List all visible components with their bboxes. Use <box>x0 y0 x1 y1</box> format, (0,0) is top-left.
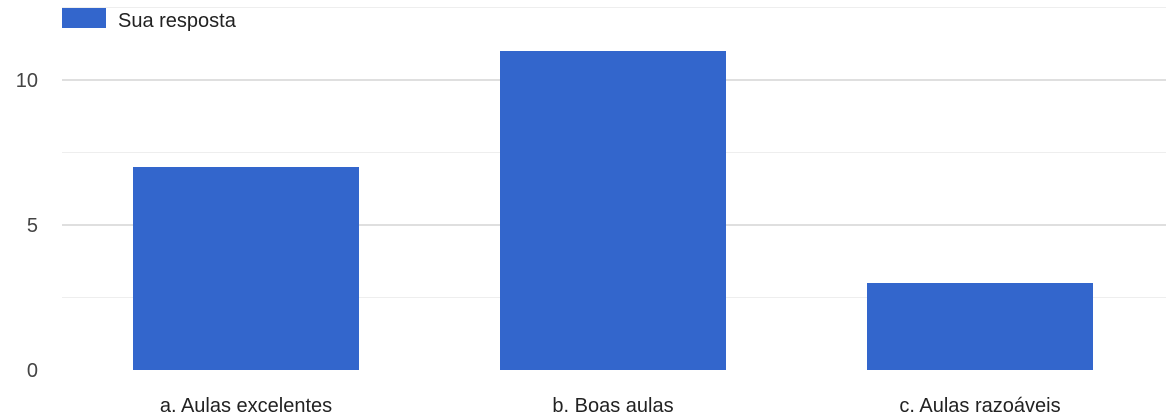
y-tick-label: 5 <box>27 215 38 237</box>
bar[interactable] <box>133 167 359 370</box>
bar[interactable] <box>500 51 726 370</box>
y-tick-label: 0 <box>27 360 38 382</box>
y-axis-ticks: 0 5 10 <box>16 70 38 382</box>
legend-label: Sua resposta <box>118 10 237 32</box>
x-category-label: a. Aulas excelentes <box>160 395 332 417</box>
bars-group <box>133 51 1093 370</box>
legend-swatch <box>62 8 106 28</box>
x-category-label: c. Aulas razoáveis <box>899 395 1060 417</box>
bar[interactable] <box>867 283 1093 370</box>
x-category-label: b. Boas aulas <box>552 395 673 417</box>
legend[interactable]: Sua resposta <box>62 8 237 32</box>
x-axis-labels: a. Aulas excelentes b. Boas aulas c. Aulas… <box>160 395 1061 417</box>
y-tick-label: 10 <box>16 70 38 92</box>
